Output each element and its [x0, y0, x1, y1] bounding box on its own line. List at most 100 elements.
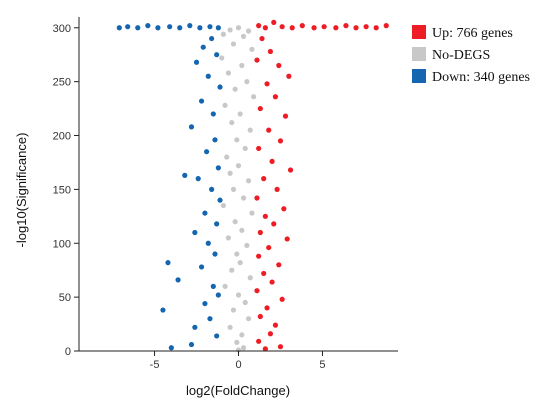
none-gene-point: [227, 170, 233, 176]
legend-swatch: [412, 47, 426, 61]
up-gene-point: [259, 35, 265, 42]
none-gene-point: [240, 195, 247, 201]
down-gene-point: [204, 149, 210, 155]
up-gene-point: [333, 25, 339, 31]
up-gene-point: [287, 167, 294, 173]
up-gene-point: [256, 145, 262, 152]
up-gene-point: [256, 253, 262, 259]
up-gene-point: [266, 244, 272, 251]
none-gene-point: [242, 145, 248, 152]
up-gene-point: [267, 48, 273, 55]
up-gene-point: [279, 24, 285, 30]
legend-label: No-DEGS: [432, 48, 490, 63]
up-gene-point: [363, 24, 369, 30]
down-gene-point: [168, 345, 174, 351]
none-gene-point: [227, 324, 233, 330]
none-gene-point: [237, 260, 243, 266]
down-gene-point: [188, 124, 195, 130]
none-gene-point: [220, 202, 226, 209]
up-gene-point: [277, 138, 284, 144]
none-gene-point: [230, 307, 237, 313]
up-gene-point: [271, 221, 277, 227]
axes-layer: [78, 17, 398, 352]
up-gene-point: [271, 19, 277, 25]
x-tick-label: 0: [235, 359, 241, 371]
none-gene-point: [232, 86, 238, 92]
down-gene-point: [205, 73, 211, 79]
y-axis-title: -log10(Significance): [14, 133, 29, 248]
none-gene-point: [244, 242, 250, 249]
none-gene-point: [245, 316, 252, 322]
down-gene-point: [188, 341, 195, 348]
x-tick-label: -5: [150, 359, 160, 371]
up-gene-point: [269, 158, 275, 164]
up-gene-point: [254, 288, 260, 294]
up-gene-point: [279, 296, 285, 302]
up-gene-point: [262, 346, 268, 352]
y-tick-label: 250: [53, 77, 71, 89]
down-gene-point: [125, 24, 131, 30]
y-tick-label: 0: [65, 346, 71, 358]
none-gene-point: [227, 27, 233, 33]
down-gene-point: [155, 25, 161, 31]
up-gene-point: [373, 25, 379, 31]
legend-label: Up: 766 genes: [432, 26, 513, 41]
y-tick-label: 200: [53, 131, 71, 143]
down-gene-point: [202, 210, 208, 216]
none-gene-point: [242, 299, 248, 306]
none-gene-point: [220, 31, 226, 37]
none-gene-point: [249, 210, 255, 216]
none-gene-point: [219, 55, 225, 61]
none-gene-point: [225, 235, 232, 241]
up-gene-point: [262, 213, 268, 219]
none-gene-point: [232, 219, 238, 225]
down-gene-point: [198, 264, 205, 270]
none-gene-point: [230, 186, 237, 192]
up-gene-point: [257, 229, 263, 236]
none-gene-point: [222, 283, 228, 289]
y-tick-label: 300: [53, 23, 71, 35]
up-gene-point: [299, 23, 305, 29]
up-gene-point: [289, 25, 295, 31]
down-gene-point: [209, 35, 215, 42]
down-gene-point: [214, 221, 220, 227]
down-gene-point: [175, 277, 181, 283]
up-gene-point: [277, 344, 284, 350]
down-gene-point: [212, 137, 218, 143]
down-gene-point: [135, 25, 141, 31]
down-gene-point: [193, 59, 200, 65]
down-gene-point: [215, 292, 221, 298]
legend-swatch: [412, 69, 426, 83]
up-gene-point: [274, 186, 280, 192]
up-gene-point: [276, 62, 282, 69]
down-gene-point: [205, 240, 211, 246]
none-gene-point: [229, 119, 235, 126]
legend-swatch: [412, 25, 426, 39]
down-gene-point: [212, 251, 218, 257]
legend-label: Down: 340 genes: [432, 70, 530, 85]
up-gene-point: [264, 305, 270, 311]
none-gene-point: [234, 137, 240, 143]
none-gene-point: [240, 33, 247, 39]
down-gene-point: [192, 229, 198, 236]
down-gene-point: [192, 324, 198, 330]
down-gene-point: [210, 111, 216, 117]
up-gene-point: [282, 113, 289, 119]
down-gene-point: [195, 176, 201, 182]
none-gene-point: [239, 62, 245, 69]
up-gene-point: [267, 331, 273, 337]
down-gene-point: [165, 260, 171, 266]
none-gene-point: [224, 154, 230, 160]
up-gene-point: [276, 262, 282, 268]
down-gene-point: [200, 44, 206, 50]
up-gene-point: [286, 73, 292, 79]
down-gene-point: [215, 165, 221, 171]
down-gene-point: [198, 98, 205, 104]
y-tick-label: 100: [53, 238, 71, 250]
up-gene-point: [256, 338, 262, 344]
up-gene-point: [383, 23, 389, 29]
none-gene-point: [235, 25, 242, 31]
up-gene-point: [266, 127, 272, 133]
none-gene-point: [234, 251, 240, 257]
down-gene-point: [145, 23, 151, 29]
